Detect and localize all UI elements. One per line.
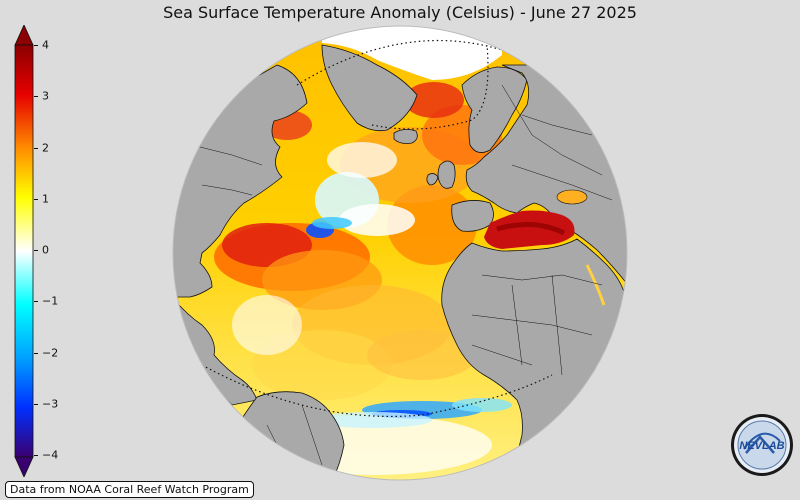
colorbar [14, 25, 34, 477]
colorbar-tick-label: 0 [42, 243, 49, 257]
british-isles-land [437, 160, 456, 189]
colorbar-tick-label: 3 [42, 89, 49, 103]
logo-text: NEVLAB [739, 440, 784, 452]
colorbar-tick-mark [34, 198, 38, 200]
black-sea [556, 189, 588, 205]
data-credit: Data from NOAA Coral Reef Watch Program [5, 481, 254, 498]
colorbar-tick-label: 2 [42, 141, 49, 154]
colorbar-tick-mark [34, 250, 38, 251]
colorbar-tick-label: 1 [42, 192, 49, 206]
colorbar-tick-label: −2 [42, 346, 59, 359]
iceland-land [393, 129, 418, 144]
mediterranean-sea [484, 210, 575, 249]
colorbar-tick-mark [34, 301, 38, 303]
nevlab-logo-icon: NEVLAB [731, 414, 793, 476]
colorbar-tick-label: 4 [42, 38, 49, 52]
colorbar-tick-label: −3 [42, 397, 59, 411]
colorbar-tick-mark [34, 455, 38, 456]
colorbar-tick-label: −4 [42, 448, 59, 462]
globe-map [172, 25, 628, 481]
iberia-land [451, 200, 494, 232]
colorbar-tick-mark [34, 45, 38, 46]
colorbar-tick-mark [34, 352, 38, 354]
greenland-land [321, 44, 418, 132]
colorbar-tick-mark [34, 403, 38, 405]
arctic-circle-line [296, 39, 503, 86]
colorbar-tick-mark [34, 147, 38, 149]
colorbar-tick-label: −1 [42, 294, 59, 308]
ireland-land [426, 173, 439, 186]
colorbar-tick-mark [34, 96, 38, 98]
scandinavia-land [461, 66, 528, 153]
map-title: Sea Surface Temperature Anomaly (Celsius… [163, 3, 637, 22]
arctic-ice [322, 26, 502, 80]
